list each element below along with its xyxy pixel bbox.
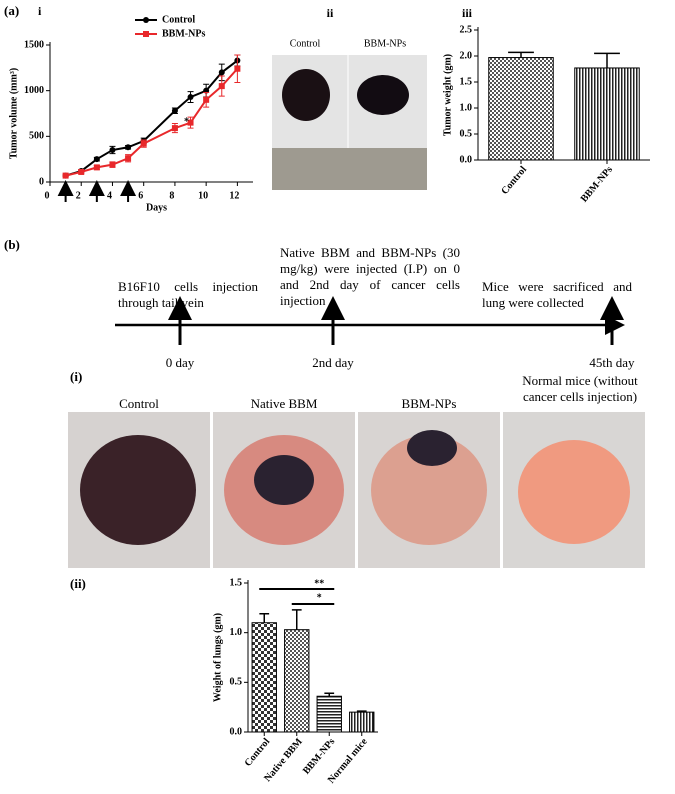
lung	[371, 435, 487, 545]
marker	[171, 107, 178, 114]
y-tick-label: 1.0	[230, 627, 243, 638]
x-tick-label: 2	[76, 190, 81, 201]
marker	[93, 156, 100, 163]
y-axis-label: Tumor weight (gm)	[442, 54, 453, 136]
significance-label: **	[314, 578, 324, 589]
x-tick-label: 0	[45, 190, 50, 201]
timeline-day: 45th day	[589, 355, 635, 370]
legend-label: Control	[162, 14, 195, 25]
x-tick-label: 4	[107, 190, 112, 201]
panel-label: (a)	[4, 3, 19, 18]
x-tick-label: 10	[198, 190, 208, 201]
x-tick-label: Control	[499, 164, 529, 197]
lung	[518, 440, 630, 544]
panel-label: (b)	[4, 237, 20, 252]
ruler	[272, 148, 427, 190]
panel-label: iii	[462, 6, 473, 20]
y-tick-label: 1.5	[230, 577, 243, 588]
bar	[574, 67, 640, 161]
marker	[62, 172, 69, 179]
bar	[349, 711, 375, 733]
x-tick-label: 8	[169, 190, 174, 201]
timeline-event: Mice were sacrificed and lung were colle…	[482, 279, 632, 310]
marker	[125, 155, 132, 162]
x-tick-label: Control	[243, 736, 273, 769]
y-tick-label: 0.0	[460, 154, 473, 165]
x-axis-label: Days	[146, 202, 167, 213]
marker	[125, 144, 132, 151]
marker	[187, 119, 194, 126]
error-bar	[259, 613, 270, 623]
metastasis	[254, 455, 314, 505]
error-bar	[324, 692, 335, 697]
metastasis	[407, 430, 457, 466]
marker	[109, 161, 116, 168]
marker	[140, 140, 147, 147]
x-tick-label: 12	[229, 190, 239, 201]
y-tick-label: 0.5	[460, 128, 473, 139]
line	[65, 59, 238, 177]
y-axis-label: Weight of lungs (gm)	[212, 613, 223, 702]
y-tick-label: 2.5	[460, 24, 473, 35]
y-tick-label: 500	[29, 131, 44, 142]
marker	[109, 147, 116, 154]
timeline-event: B16F10 cells injection through tail vein	[118, 279, 258, 310]
photo-label: BBM-NPs	[364, 38, 406, 49]
lung	[80, 435, 196, 545]
timeline-event: Native BBM and BBM-NPs (30 mg/kg) were i…	[280, 245, 460, 308]
y-tick-label: 0.5	[230, 677, 243, 688]
y-axis-label: Tumor volume (mm³)	[8, 68, 19, 159]
y-tick-label: 1000	[24, 85, 44, 96]
marker	[234, 65, 241, 72]
marker	[171, 125, 178, 132]
y-tick-label: 0.0	[230, 726, 243, 737]
tumor	[357, 75, 409, 115]
y-tick-label: 0	[39, 176, 44, 187]
y-tick-label: 1.0	[460, 102, 473, 113]
error-bar	[594, 52, 620, 68]
legend-marker	[143, 17, 149, 23]
marker	[93, 164, 100, 171]
x-tick-label: BBM-NPs	[579, 164, 615, 204]
x-tick-label: 6	[138, 190, 143, 201]
marker	[78, 168, 85, 175]
significance-label: *	[317, 592, 322, 603]
panel-label: (i)	[70, 369, 82, 384]
error-bar	[356, 710, 367, 713]
marker	[203, 96, 210, 103]
marker	[218, 83, 225, 90]
bar	[251, 622, 277, 733]
panel-label: (ii)	[70, 576, 86, 591]
y-tick-label: 1.5	[460, 76, 473, 87]
timeline-day: 0 day	[166, 355, 195, 370]
bar	[316, 695, 342, 733]
panel-label: i	[38, 4, 42, 18]
panel-label: ii	[327, 6, 334, 20]
marker	[218, 69, 225, 76]
photo-label: Control	[290, 38, 321, 49]
photo-label: Control	[119, 396, 159, 411]
photo-label: Normal mice (without cancer cells inject…	[522, 373, 638, 404]
legend-label: BBM-NPs	[162, 28, 205, 39]
timeline-day: 2nd day	[312, 355, 354, 370]
photo-label: BBM-NPs	[402, 396, 457, 411]
legend-marker	[143, 31, 149, 37]
y-tick-label: 2.0	[460, 50, 473, 61]
annotation: *	[184, 116, 189, 127]
bar	[284, 629, 310, 733]
tumor	[282, 69, 330, 121]
photo-label: Native BBM	[251, 396, 318, 411]
y-tick-label: 1500	[24, 39, 44, 50]
error-bar	[508, 51, 534, 58]
marker	[187, 94, 194, 101]
error-bar	[291, 609, 302, 630]
bar	[488, 57, 554, 161]
